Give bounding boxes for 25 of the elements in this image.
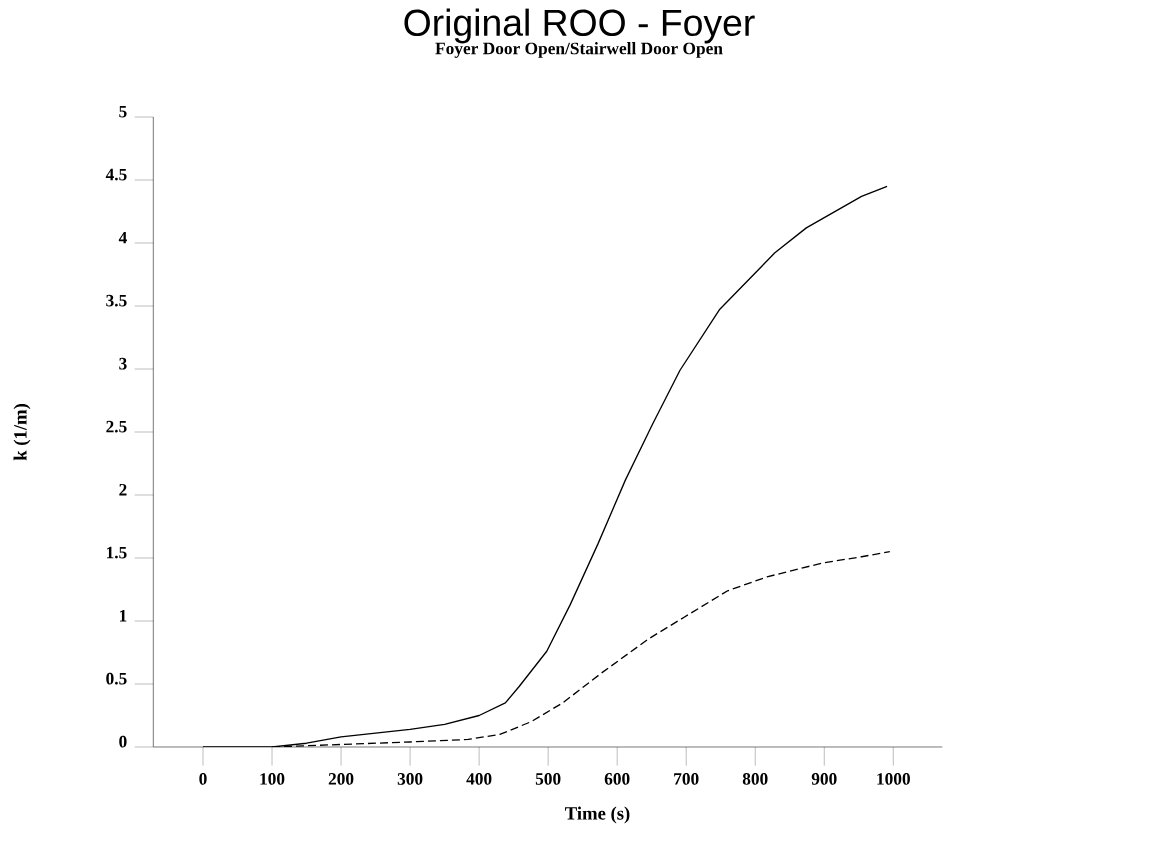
x-tick-label: 300 (397, 773, 423, 785)
x-axis-title: Time (s) (565, 806, 630, 824)
y-tick-label: 3 (119, 357, 127, 370)
y-tick-label: 3.5 (106, 294, 127, 307)
chart-subtitle: Foyer Door Open/Stairwell Door Open (435, 42, 723, 58)
x-tick-label: 700 (674, 773, 699, 785)
y-tick-label: 4.5 (105, 168, 127, 181)
x-tick-label: 800 (742, 773, 768, 785)
x-tick-label: 200 (328, 773, 354, 785)
y-tick-label: 2 (119, 483, 127, 496)
y-tick-label: 0.5 (106, 672, 127, 685)
y-tick-label: 1 (119, 609, 127, 622)
x-tick-label: 900 (811, 773, 837, 785)
y-tick-label: 4 (118, 231, 127, 244)
y-tick-label: 2.5 (106, 420, 127, 433)
y-tick-label: 5 (119, 105, 127, 118)
x-tick-label: 0 (199, 773, 207, 785)
x-tick-label: 500 (535, 773, 561, 785)
x-tick-label: 400 (466, 773, 492, 785)
x-tick-label: 1000 (877, 773, 910, 785)
x-tick-label: 100 (260, 773, 285, 785)
y-axis-title: k (1/m) (13, 404, 31, 461)
x-tick-label: 600 (604, 773, 630, 785)
y-tick-label: 0 (119, 735, 127, 748)
y-tick-label: 1.5 (106, 546, 127, 559)
